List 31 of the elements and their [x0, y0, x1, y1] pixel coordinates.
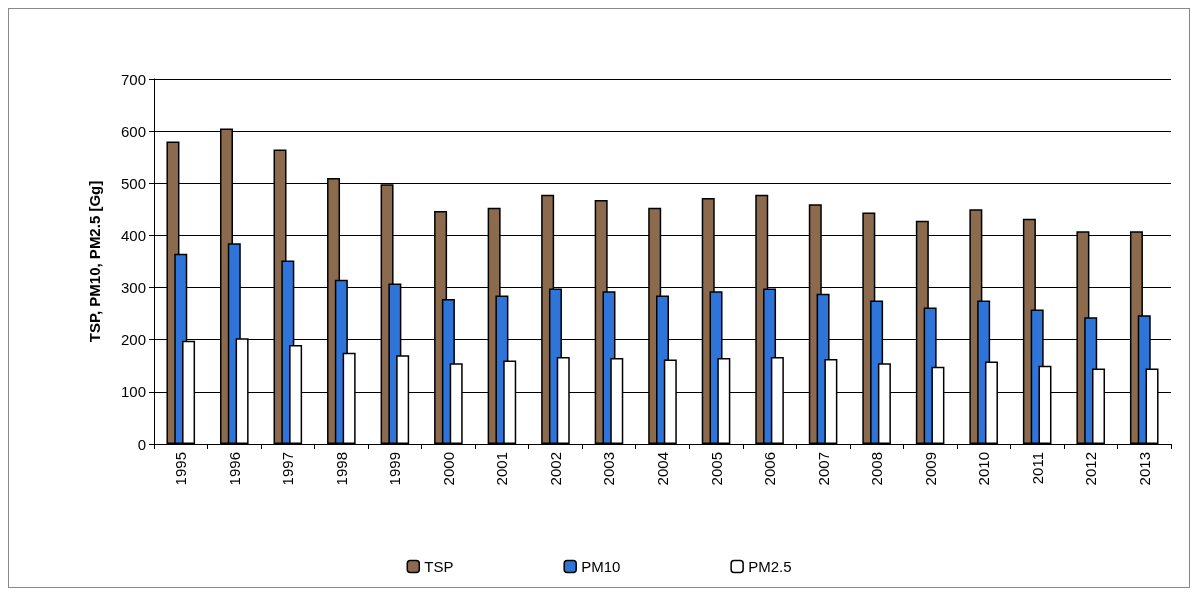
x-tick-label: 1997 — [279, 452, 297, 486]
legend-label: TSP — [424, 558, 454, 575]
y-tick-label: 500 — [120, 174, 146, 192]
x-tick-label: 2004 — [654, 452, 671, 486]
x-tick-label: 2003 — [600, 452, 618, 486]
y-tick-label: 600 — [120, 122, 146, 140]
x-tick-label: 2006 — [761, 452, 779, 486]
y-tick-label: 400 — [120, 226, 146, 244]
x-tick-label: 2000 — [439, 452, 457, 486]
x-tick-label: 2007 — [814, 452, 832, 486]
x-tick-label: 2013 — [1135, 452, 1153, 486]
x-tick-label: 1995 — [172, 452, 190, 486]
y-tick-label: 0 — [137, 435, 146, 453]
y-tick-label: 200 — [120, 331, 146, 349]
x-tick-label: 2001 — [493, 452, 511, 486]
y-axis-title: TSP, PM10, PM2.5 [Gg] — [86, 180, 103, 343]
x-tick-label: 1998 — [332, 452, 350, 486]
x-tick-label: 2002 — [546, 452, 564, 486]
x-tick-label: 1999 — [386, 452, 404, 486]
y-tick-label: 700 — [120, 70, 146, 88]
x-tick-label: 2005 — [707, 452, 725, 486]
x-tick-label: 2008 — [868, 452, 886, 486]
x-tick-label: 2011 — [1028, 452, 1046, 485]
y-tick-label: 100 — [120, 383, 146, 401]
x-tick-label: 1996 — [225, 452, 243, 486]
x-tick-label: 2012 — [1082, 452, 1100, 486]
y-tick-label: 300 — [120, 279, 146, 297]
legend-label: PM10 — [581, 558, 621, 575]
legend-label: PM2.5 — [748, 558, 792, 575]
x-tick-label: 2009 — [921, 452, 939, 486]
x-tick-label: 2010 — [975, 452, 993, 486]
